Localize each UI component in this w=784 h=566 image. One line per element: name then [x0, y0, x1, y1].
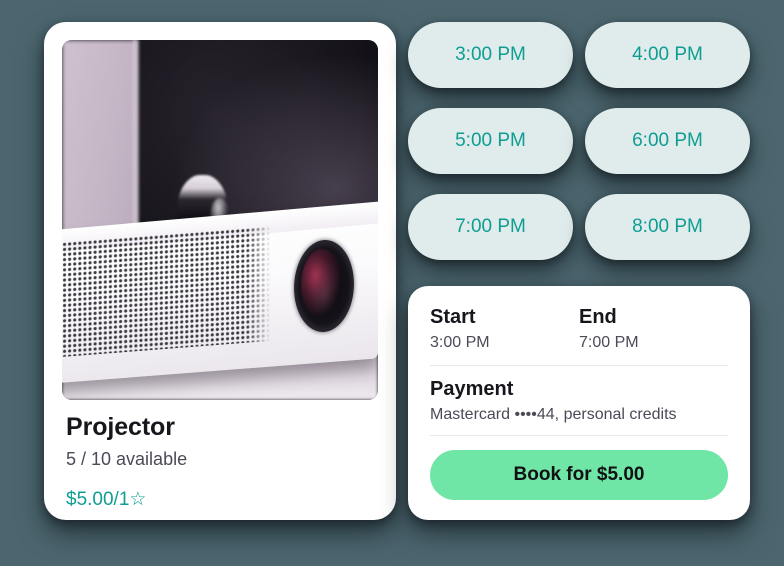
item-card[interactable]: Projector 5 / 10 available $5.00/1☆	[44, 22, 396, 520]
book-button[interactable]: Book for $5.00	[430, 450, 728, 501]
payment-label: Payment	[430, 378, 514, 401]
start-time-block: Start 3:00 PM	[430, 306, 579, 352]
payment-value: Mastercard ••••44, personal credits	[430, 406, 677, 424]
time-slot-5[interactable]: 7:00 PM	[408, 194, 573, 260]
divider-top	[430, 365, 728, 367]
photo-monitor-edge	[133, 40, 141, 328]
end-value[interactable]: 7:00 PM	[579, 334, 639, 351]
payment-block[interactable]: Payment Mastercard ••••44, personal cred…	[430, 378, 728, 424]
start-value[interactable]: 3:00 PM	[430, 334, 490, 351]
time-slot-6[interactable]: 8:00 PM	[585, 194, 750, 260]
time-slot-2[interactable]: 4:00 PM	[585, 22, 750, 88]
time-slot-4[interactable]: 6:00 PM	[585, 108, 750, 174]
divider-bottom	[430, 435, 728, 437]
time-slot-1[interactable]: 3:00 PM	[408, 22, 573, 88]
booking-time-range: Start 3:00 PM End 7:00 PM	[430, 306, 728, 352]
item-availability: 5 / 10 available	[66, 448, 188, 469]
photo-speaker-grille	[62, 226, 271, 358]
end-label: End	[579, 306, 617, 328]
time-slot-3[interactable]: 5:00 PM	[408, 108, 573, 174]
time-slot-grid: 3:00 PM 4:00 PM 5:00 PM 6:00 PM 7:00 PM …	[408, 22, 750, 260]
booking-summary-card: Start 3:00 PM End 7:00 PM Payment Master…	[408, 286, 750, 520]
projector-photo	[62, 40, 378, 400]
item-title: Projector	[66, 413, 175, 441]
start-label: Start	[430, 306, 476, 328]
item-price: $5.00/1☆	[66, 489, 147, 511]
end-time-block: End 7:00 PM	[579, 306, 728, 352]
item-details: Projector 5 / 10 available $5.00/1☆	[62, 400, 378, 512]
